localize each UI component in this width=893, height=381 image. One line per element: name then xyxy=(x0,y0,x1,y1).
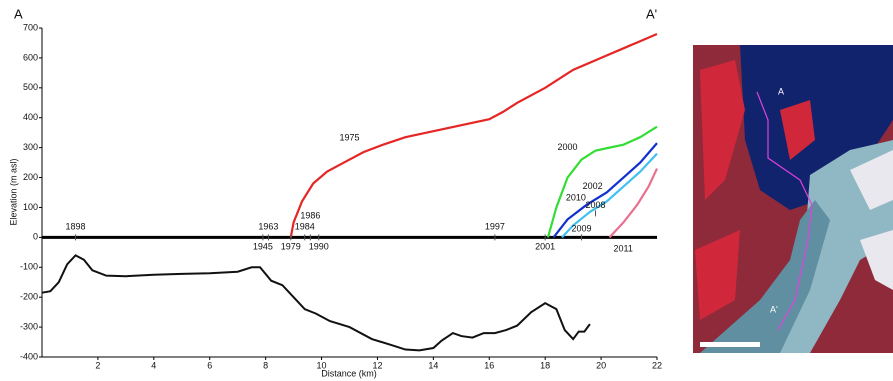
x-tick-label: 2 xyxy=(95,360,100,370)
terminus-label: 1945 xyxy=(253,242,273,252)
x-tick-label: 8 xyxy=(263,360,268,370)
y-tick-label: 600 xyxy=(23,52,38,62)
terminus-label: 2001 xyxy=(535,242,555,252)
y-tick-label: 500 xyxy=(23,82,38,92)
terminus-label: 1979 xyxy=(281,242,301,252)
section-label: A' xyxy=(646,6,657,21)
y-tick-label: 100 xyxy=(23,202,38,212)
series-label: 1975 xyxy=(339,132,359,142)
y-tick-label: 300 xyxy=(23,142,38,152)
x-tick-label: 16 xyxy=(484,360,494,370)
series-label: 2011 xyxy=(613,244,632,254)
map-label: A xyxy=(778,86,784,96)
series-line xyxy=(42,255,590,350)
series-label: 2002 xyxy=(583,181,603,191)
terminus-label: 2009 xyxy=(572,224,592,234)
y-tick-label: -400 xyxy=(20,351,38,361)
terminus-label: 1898 xyxy=(66,222,86,232)
figure: A A' Distance (km) Elevation (m asl) A A… xyxy=(0,0,893,381)
series-label: 2010 xyxy=(566,192,586,202)
x-tick-label: 14 xyxy=(428,360,438,370)
x-tick-label: 12 xyxy=(372,360,382,370)
y-tick-label: -300 xyxy=(20,321,38,331)
terminus-label: 2008 xyxy=(585,200,605,210)
terminus-label: 1986 xyxy=(300,211,320,221)
series-label: 2000 xyxy=(557,142,577,152)
terminus-label: 1984 xyxy=(295,222,315,232)
x-tick-label: 20 xyxy=(596,360,606,370)
y-tick-label: -200 xyxy=(20,292,38,302)
y-tick-label: 700 xyxy=(23,22,38,32)
y-tick-label: 0 xyxy=(33,232,38,242)
satellite-map: A A' xyxy=(693,45,893,353)
x-axis-label: Distance (km) xyxy=(321,368,377,378)
y-axis-label: Elevation (m asl) xyxy=(8,158,18,225)
section-label: A xyxy=(14,6,23,21)
terminus-label: 1990 xyxy=(309,242,329,252)
y-tick-label: 200 xyxy=(23,172,38,182)
x-tick-label: 22 xyxy=(652,360,662,370)
y-tick-label: -100 xyxy=(20,262,38,272)
x-tick-label: 10 xyxy=(317,360,327,370)
map-label: A' xyxy=(770,304,778,314)
x-tick-label: 6 xyxy=(207,360,212,370)
terminus-label: 1963 xyxy=(258,222,278,232)
y-tick-label: 400 xyxy=(23,112,38,122)
terminus-label: 1997 xyxy=(485,222,505,232)
series-line xyxy=(554,143,657,237)
x-tick-label: 4 xyxy=(151,360,156,370)
x-tick-label: 18 xyxy=(540,360,550,370)
